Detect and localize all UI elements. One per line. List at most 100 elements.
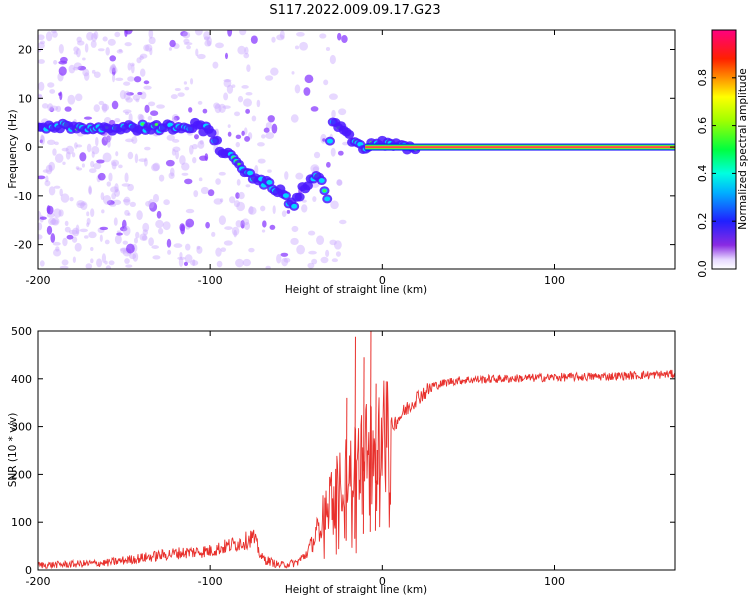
spectrogram-noise-blob (38, 93, 43, 97)
spectrogram-noise-blob (73, 46, 79, 53)
spectrogram-noise-blob (241, 218, 250, 226)
spectrogram-y-axis-label: Frequency (Hz) (7, 109, 19, 188)
spectrogram-noise-blob (75, 144, 83, 148)
spectrogram-noise-blob (319, 33, 327, 39)
spectrogram-noise-blob (222, 105, 231, 109)
spectrogram-noise-blob (58, 92, 62, 96)
spectrogram-noise-blob (141, 235, 148, 241)
spectrogram-noise-blob (52, 148, 57, 156)
spectrogram-noise-blob (53, 248, 62, 257)
spectrogram-noise-blob (179, 252, 183, 259)
spectrogram-noise-blob (58, 43, 64, 54)
spectrogram-noise-blob (97, 48, 105, 52)
spectrogram-noise-blob (116, 232, 123, 236)
spectrogram-noise-blob (52, 31, 58, 38)
spectrogram-noise-blob (83, 72, 90, 81)
spectrogram-noise-blob (265, 265, 271, 269)
colorbar-frame (711, 29, 737, 270)
spectrogram-noise-blob (90, 40, 97, 48)
spectrogram-noise-blob (111, 63, 116, 73)
spectrogram-noise-blob (97, 172, 106, 181)
spectrogram-noise-blob (123, 196, 131, 206)
spectrogram-noise-blob (257, 158, 266, 164)
spectrogram-noise-blob (233, 200, 240, 208)
spectrogram-noise-blob (58, 209, 64, 217)
spectrogram-noise-blob (166, 238, 172, 248)
spectrogram-noise-blob (337, 150, 344, 156)
spectrogram-x-tick-label: 0 (379, 274, 386, 287)
spectrogram-ridge-blob (206, 128, 217, 138)
spectrogram-noise-blob (299, 41, 308, 51)
spectrogram-noise-blob (294, 45, 300, 50)
spectrogram-noise-blob (76, 40, 85, 46)
spectrogram-noise-blob (177, 92, 185, 97)
spectrogram-noise-blob (311, 258, 318, 265)
spectrogram-y-tick-label: -20 (14, 239, 32, 252)
spectrogram-noise-blob (124, 209, 130, 216)
spectrogram-noise-blob (254, 165, 259, 175)
spectrogram-noise-blob (67, 94, 76, 105)
spectrogram-noise-blob (152, 193, 160, 203)
spectrogram-ridge-peak (140, 122, 145, 126)
spectrogram-noise-blob (156, 104, 165, 109)
spectrogram-noise-blob (105, 265, 112, 269)
spectrogram-noise-blob (338, 108, 347, 116)
spectrogram-ridge-core (318, 178, 325, 183)
snr-spike (374, 383, 377, 531)
spectrogram-noise-blob (263, 127, 270, 133)
spectrogram-noise-blob (326, 161, 331, 168)
spectrogram-noise-blob (220, 247, 227, 253)
spectrogram-noise-blob (215, 247, 222, 257)
spectrogram-noise-blob (109, 55, 117, 62)
spectrogram-noise-blob (101, 209, 105, 214)
spectrogram-noise-blob (49, 105, 59, 111)
snr-x-tick-label: 0 (379, 575, 386, 588)
spectrogram-noise-blob (215, 42, 224, 49)
spectrogram-noise-blob (243, 221, 251, 230)
spectrogram-noise-blob (113, 217, 118, 226)
spectrogram-noise-blob (279, 30, 285, 39)
snr-panel: -200 -100 0 100 0 100 200 300 400 500 Height of … (7, 325, 676, 596)
spectrogram-noise-blob (284, 171, 289, 180)
snr-y-tick-label: 100 (11, 516, 32, 529)
spectrogram-noise-blob (58, 66, 67, 76)
spectrogram-noise-blob (48, 161, 56, 171)
spectrogram-noise-blob (313, 151, 321, 159)
spectrogram-noise-blob (48, 186, 56, 196)
spectrogram-noise-blob (331, 258, 338, 263)
spectrogram-noise-blob (148, 30, 154, 39)
figure-title: S117.2022.009.09.17.G23 (269, 3, 440, 18)
spectrogram-noise-blob (235, 141, 241, 148)
spectrogram-noise-blob (110, 159, 120, 167)
spectrogram-noise-blob (337, 32, 342, 41)
spectrogram-noise-blob (333, 240, 342, 250)
spectrogram-noise-blob (271, 123, 278, 134)
spectrogram-noise-blob (38, 81, 45, 92)
spectrogram-noise-blob (80, 201, 88, 210)
spectrogram-noise-blob (189, 144, 194, 155)
spectrogram-noise-blob (329, 54, 336, 65)
spectrogram-zero-line-core (365, 146, 675, 148)
spectrogram-noise-blob (191, 143, 198, 150)
spectrogram-noise-blob (256, 99, 261, 108)
spectrogram-noise-blob (38, 175, 46, 180)
spectrogram-noise-blob (68, 64, 76, 74)
spectrogram-noise-blob (231, 84, 236, 88)
spectrogram-noise-blob (172, 139, 180, 143)
spectrogram-noise-blob (183, 81, 188, 85)
spectrogram-noise-blob (124, 258, 130, 264)
spectrogram-noise-blob (336, 179, 343, 186)
spectrogram-noise-blob (41, 103, 49, 109)
snr-series-line (38, 369, 675, 570)
spectrogram-noise-blob (281, 257, 289, 267)
spectrogram-noise-blob (150, 110, 159, 116)
spectrogram-noise-blob (71, 152, 76, 158)
spectrogram-noise-blob (68, 229, 78, 235)
spectrogram-noise-blob (73, 51, 79, 55)
spectrogram-noise-blob (127, 183, 134, 192)
spectrogram-noise-blob (186, 45, 191, 50)
spectrogram-noise-blob (50, 219, 59, 225)
spectrogram-noise-blob (83, 235, 89, 239)
snr-y-tick-label: 400 (11, 373, 32, 386)
spectrogram-noise-blob (111, 161, 117, 170)
